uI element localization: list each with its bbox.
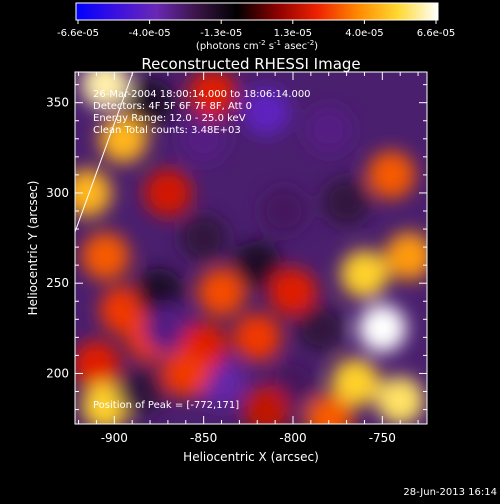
- colorbar-tick-label: -6.6e-05: [57, 28, 99, 39]
- colorbar-tick-label: -1.3e-05: [200, 28, 242, 39]
- heatmap-blob: [242, 385, 291, 424]
- heatmap-blob: [385, 232, 427, 281]
- heatmap-blob: [322, 177, 371, 226]
- footer-date: 28-Jun-2013 16:14: [403, 487, 497, 498]
- colorbar-tick-label: 1.3e-05: [274, 28, 312, 39]
- heatmap-blob: [81, 72, 130, 109]
- colorbar-ticks: -6.6e-05 -4.0e-05 -1.3e-05 1.3e-05 4.0e-05 6.…: [57, 20, 455, 39]
- annotation-counts: Clean Total counts: 3.48E+03: [93, 125, 241, 136]
- annotations: 26-Mar-2004 18:00:14.000 to 18:06:14.000…: [93, 89, 311, 411]
- heatmap-blob: [331, 358, 380, 407]
- colorbar-tick-label: -4.0e-05: [129, 28, 171, 39]
- plot-frame: [74, 71, 428, 425]
- x-axis: -900 -850 -800 -750: [78, 72, 419, 445]
- heatmap-blob: [99, 114, 148, 163]
- colorbar-tick-label: 4.0e-05: [345, 28, 383, 39]
- heatmap-blob: [126, 78, 175, 127]
- y-tick-label: 300: [46, 186, 69, 200]
- heatmap-blob: [197, 268, 246, 317]
- limb-line: [75, 72, 134, 233]
- heatmap-blob: [161, 349, 210, 398]
- heatmap-blob: [260, 186, 309, 235]
- heatmap-blob: [143, 304, 192, 353]
- heatmap-blob: [242, 87, 291, 136]
- heatmap-blob: [304, 394, 353, 424]
- heatmap-blob: [268, 268, 317, 317]
- colorbar: [75, 2, 439, 21]
- annotation-time: 26-Mar-2004 18:00:14.000 to 18:06:14.000: [93, 89, 311, 100]
- y-tick-label: 250: [46, 276, 69, 290]
- heatmap-blob: [304, 105, 353, 154]
- heatmap-blob: [233, 313, 282, 362]
- heatmap-blob: [340, 250, 389, 299]
- heatmap-blob: [188, 72, 237, 118]
- heatmap-blob: [179, 214, 228, 263]
- heatmap-blob: [376, 376, 425, 424]
- y-tick-label: 200: [46, 366, 69, 380]
- annotation-energy: Energy Range: 12.0 - 25.0 keV: [93, 113, 246, 124]
- heatmap-image: [75, 72, 427, 424]
- heatmap-blob: [75, 168, 112, 217]
- x-tick-label: -850: [190, 431, 217, 445]
- heatmap-blob: [143, 168, 192, 217]
- x-tick-label: -900: [101, 431, 128, 445]
- annotation-detectors: Detectors: 4F 5F 6F 7F 8F, Att 0: [93, 101, 252, 112]
- x-tick-label: -800: [279, 431, 306, 445]
- y-axis-label: Heliocentric Y (arcsec): [26, 181, 40, 316]
- heatmap-blob: [81, 232, 130, 281]
- x-tick-label: -750: [369, 431, 396, 445]
- colorbar-unit: (photons cm-2 s-1 asec-2): [196, 39, 318, 52]
- heatmap-blob: [358, 304, 407, 353]
- heatmap-blob: [117, 367, 166, 416]
- heatmap-blob: [295, 304, 344, 353]
- heatmap-blob: [367, 150, 416, 199]
- heatmap-blob: [233, 241, 282, 290]
- heatmap-blob: [179, 114, 228, 163]
- heatmap-blob: [134, 268, 183, 317]
- colorbar-tick-label: 6.6e-05: [417, 28, 455, 39]
- y-tick-label: 350: [46, 96, 69, 110]
- chart-title: Reconstructed RHESSI Image: [141, 55, 360, 73]
- y-axis: 200 250 300 350: [46, 84, 427, 411]
- annotation-peak: Position of Peak = [-772,171]: [93, 400, 239, 411]
- x-axis-label: Heliocentric X (arcsec): [183, 450, 319, 464]
- heatmap-blob: [75, 340, 121, 389]
